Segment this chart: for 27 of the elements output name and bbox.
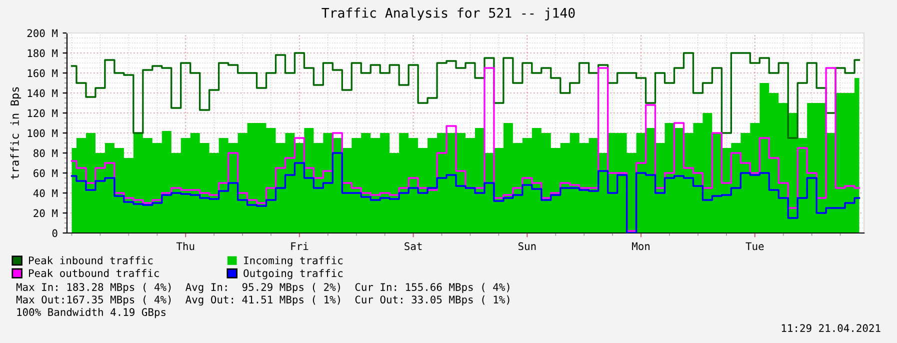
y-tick-label: 40 M: [33, 189, 58, 198]
y-tick-label: 100 M: [28, 129, 58, 138]
x-tick-label: Fri: [291, 242, 308, 250]
legend-label: Peak outbound traffic: [29, 269, 159, 278]
y-tick-label: 120 M: [28, 109, 58, 118]
y-tick-label: 0: [52, 229, 58, 238]
chart-title: Traffic Analysis for 521 -- j140: [322, 8, 575, 20]
x-tick-label: Thu: [176, 242, 194, 250]
y-tick-label: 180 M: [28, 49, 58, 58]
y-axis-title: traffic in Bps: [10, 87, 22, 180]
legend-label: Peak inbound traffic: [29, 256, 153, 264]
y-tick-label: 20 M: [34, 209, 58, 218]
text: Max In: 183.28 MBps ( 4%) Avg In: 95.29 MBps ( 2%) Cur In: 155.66 MBps ( 4%): [16, 282, 510, 294]
x-tick-label: Sat: [404, 242, 422, 250]
x-tick-label: Mon: [632, 242, 650, 250]
y-tick-label: 80 M: [34, 149, 58, 158]
legend-label: Outgoing traffic: [244, 269, 343, 280]
text: 100% Bandwidth 4.19 GBps: [17, 308, 166, 318]
y-tick-label: 140 M: [28, 89, 58, 98]
legend-label: Incoming traffic: [244, 256, 343, 266]
y-tick-label: 160 M: [28, 69, 58, 78]
x-tick-label: Tue: [746, 242, 764, 250]
text: 11:29 21.04.2021: [782, 324, 880, 332]
x-tick-label: Sun: [518, 242, 536, 250]
y-tick-label: 60 M: [34, 169, 58, 178]
y-tick-label: 200 M: [27, 29, 58, 38]
text: Max Out:167.35 MBps ( 4%) Avg Out: 41.51 MBps ( 1%) Cur Out: 33.05 MBps ( 1%): [16, 295, 510, 306]
